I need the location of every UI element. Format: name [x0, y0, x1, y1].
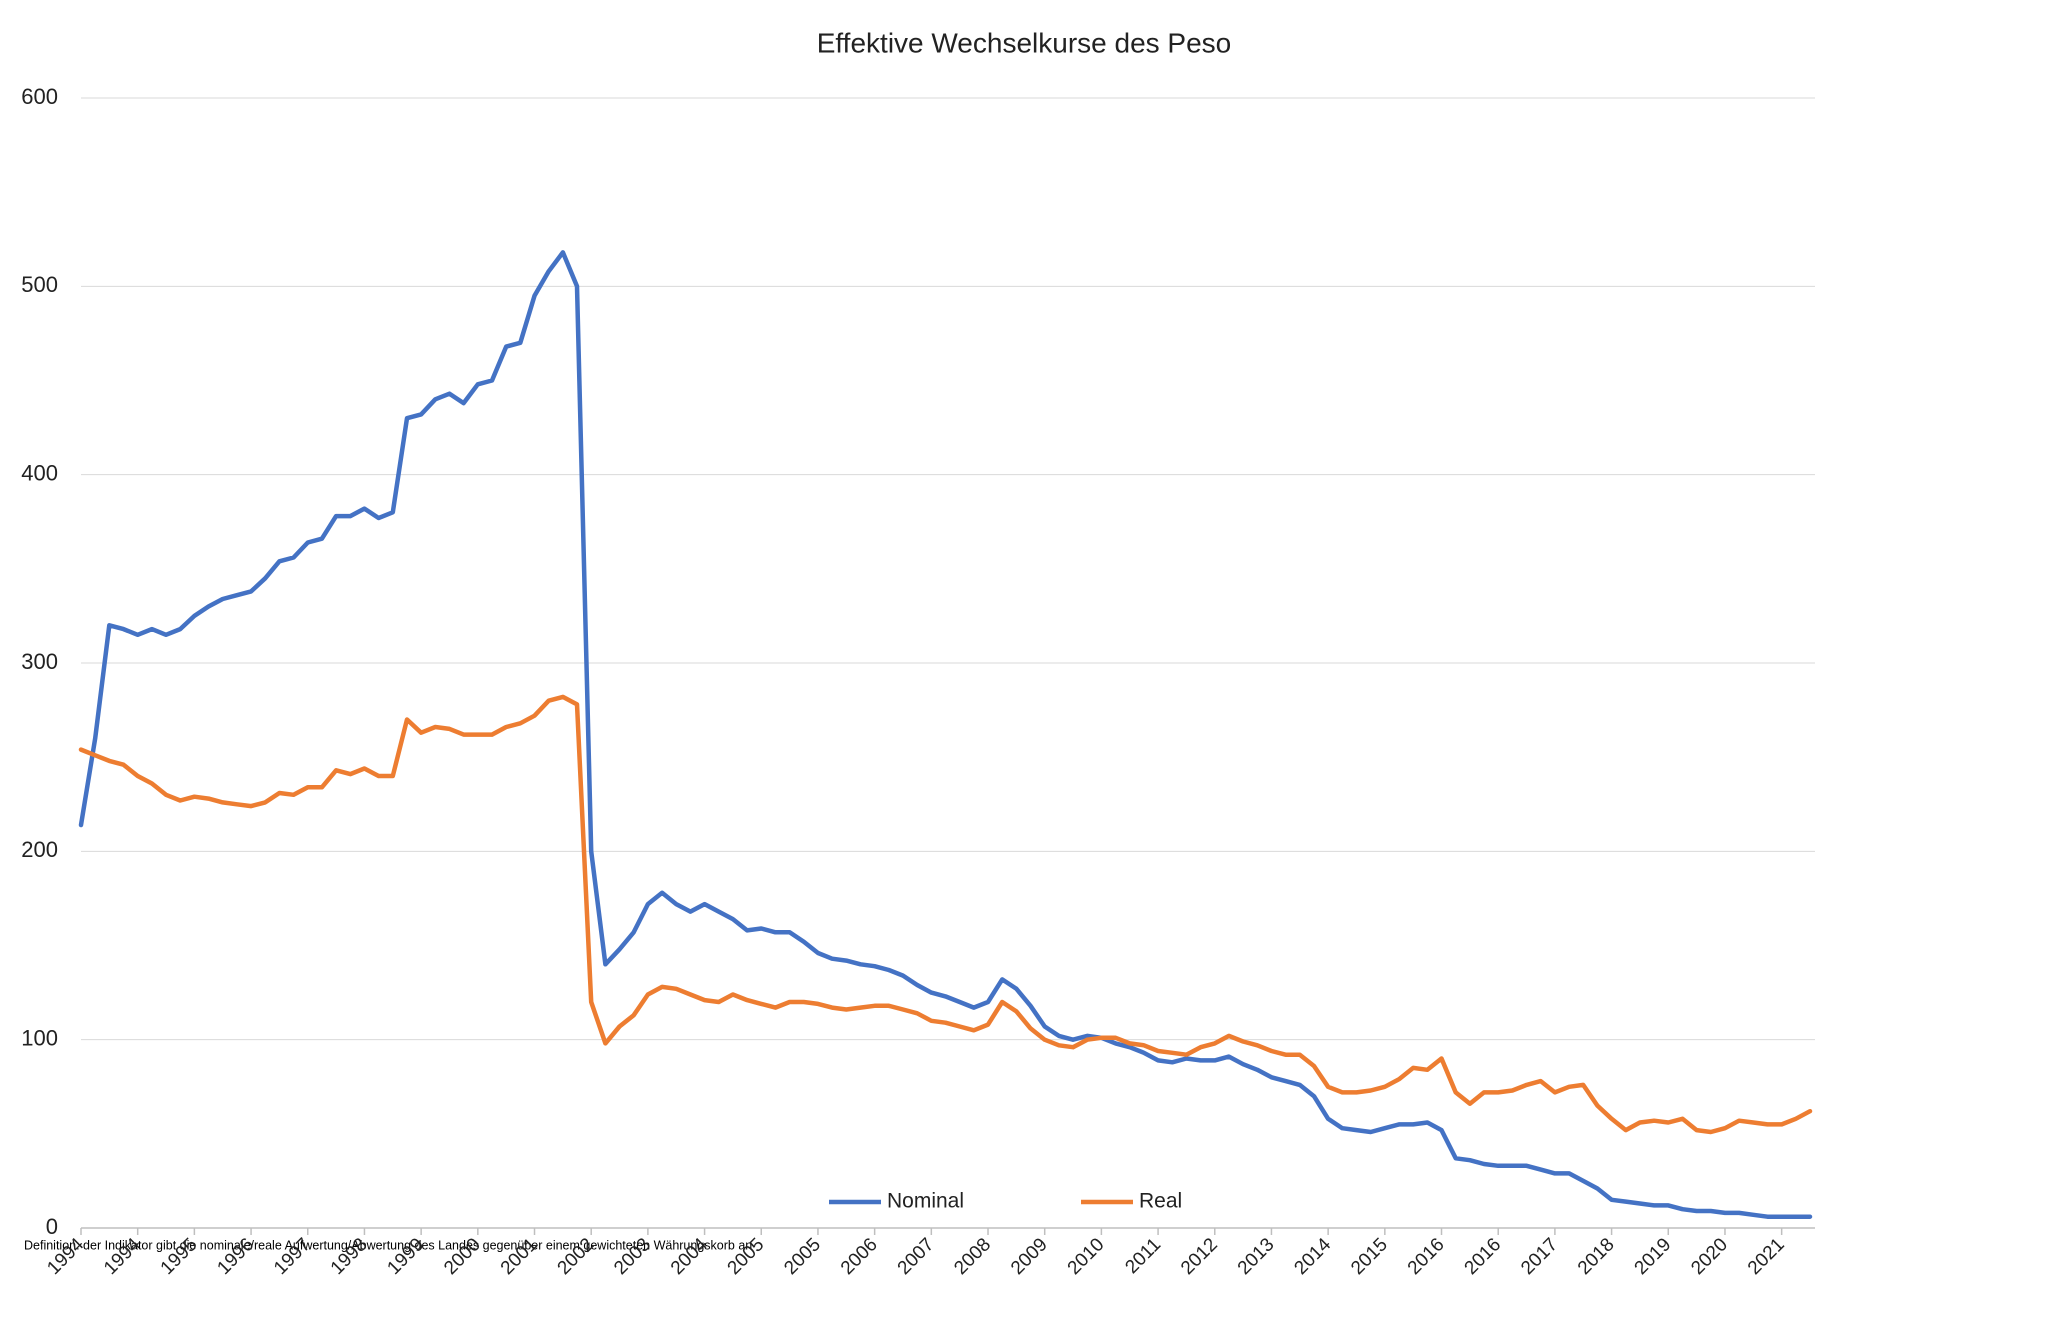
- x-tick-label: 2016: [1461, 1234, 1506, 1279]
- footnote: Definition: der Indikator gibt die nomin…: [24, 1238, 752, 1252]
- x-tick-label: 2019: [1631, 1234, 1676, 1279]
- x-tick-label: 2009: [1007, 1234, 1052, 1279]
- line-real: [78, 694, 1813, 1135]
- y-tick-label: 200: [21, 837, 58, 862]
- x-tick-label: 2005: [780, 1234, 825, 1279]
- legend-label: Nominal: [887, 1190, 964, 1213]
- y-tick-label: 100: [21, 1025, 58, 1050]
- chart-title: Effektive Wechselkurse des Peso: [817, 27, 1232, 58]
- line-nominal: [78, 250, 1813, 1219]
- x-tick-label: 2017: [1517, 1234, 1562, 1279]
- x-tick-label: 2012: [1177, 1234, 1222, 1279]
- y-tick-label: 500: [21, 272, 58, 297]
- x-tick-label: 2016: [1404, 1234, 1449, 1279]
- x-tick-label: 2011: [1121, 1234, 1165, 1278]
- x-tick-label: 2020: [1687, 1234, 1732, 1279]
- x-tick-label: 2007: [894, 1234, 939, 1279]
- x-tick-label: 2010: [1064, 1234, 1109, 1279]
- x-tick-label: 2006: [837, 1234, 882, 1279]
- y-tick-label: 600: [21, 84, 58, 109]
- y-tick-label: 0: [46, 1214, 58, 1239]
- x-tick-label: 2018: [1574, 1234, 1619, 1279]
- y-tick-label: 400: [21, 460, 58, 485]
- x-tick-label: 2021: [1744, 1234, 1789, 1279]
- x-tick-label: 2014: [1290, 1234, 1335, 1279]
- y-tick-label: 300: [21, 649, 58, 674]
- x-tick-label: 2013: [1234, 1234, 1279, 1279]
- x-tick-label: 2015: [1347, 1234, 1392, 1279]
- x-tick-label: 2008: [950, 1234, 995, 1279]
- legend-label: Real: [1139, 1190, 1182, 1213]
